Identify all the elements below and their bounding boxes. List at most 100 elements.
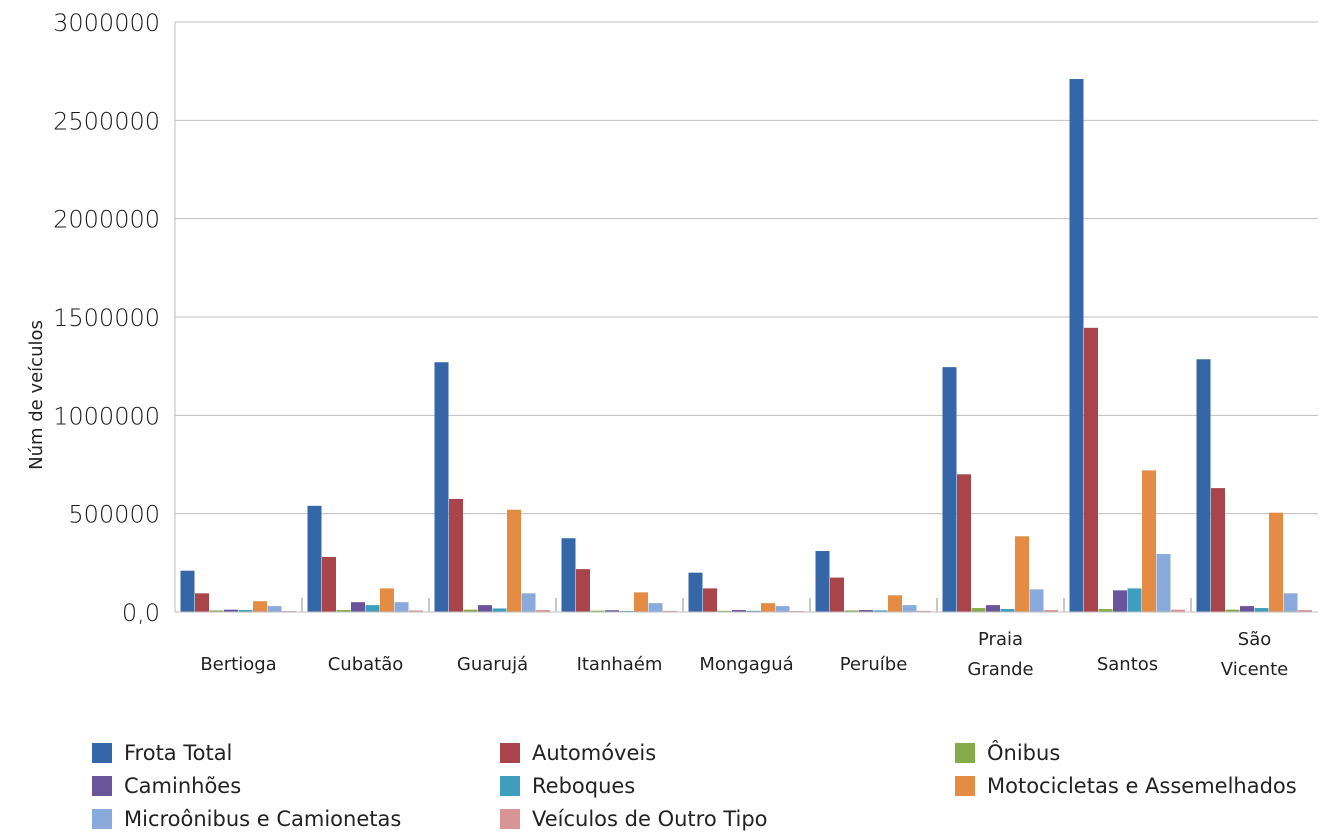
bar	[746, 610, 761, 612]
y-tick-label: 0,0	[122, 599, 160, 627]
bar	[815, 551, 830, 612]
bar	[1069, 79, 1084, 613]
legend-item: Reboques	[500, 771, 635, 801]
legend-label: Microônibus e Camionetas	[124, 807, 402, 831]
x-tick-label: Guarujá	[457, 654, 528, 675]
bar	[648, 603, 663, 612]
legend-label: Reboques	[532, 774, 636, 798]
y-tick-label: 500000	[68, 501, 160, 529]
y-tick-label: 2500000	[53, 107, 160, 135]
bar	[688, 572, 703, 612]
y-tick-label: 1500000	[53, 304, 160, 332]
legend-item: Microônibus e Camionetas	[92, 804, 401, 834]
bar	[1269, 512, 1283, 612]
bar	[434, 362, 449, 612]
legend-label: Motocicletas e Assemelhados	[987, 774, 1297, 798]
bar	[180, 570, 195, 612]
bar	[942, 367, 957, 612]
legend-swatch	[955, 776, 975, 796]
bar	[224, 609, 238, 612]
bar	[1240, 606, 1254, 612]
x-tick-label: Cubatão	[328, 654, 404, 675]
bar	[1113, 590, 1127, 612]
bar	[732, 610, 746, 612]
bar	[380, 588, 394, 612]
bar	[478, 605, 492, 612]
legend-swatch	[92, 776, 112, 796]
x-tick-label: Grande	[967, 659, 1033, 680]
legend-item: Veículos de Outro Tipo	[500, 804, 768, 834]
bar	[844, 610, 859, 612]
legend-swatch	[955, 743, 975, 763]
bar	[917, 610, 931, 612]
bar	[971, 608, 986, 612]
bar	[394, 602, 409, 612]
y-tick-label: 3000000	[53, 9, 160, 37]
bars	[180, 79, 1312, 613]
bar	[267, 606, 282, 612]
bar	[1084, 327, 1098, 612]
bar	[492, 608, 507, 612]
legend-item: Frota Total	[92, 738, 232, 768]
bar	[830, 577, 844, 612]
bar	[1254, 608, 1269, 612]
legend-label: Automóveis	[532, 741, 657, 765]
y-axis-label: Núm de veículos	[26, 320, 47, 470]
x-axis-categories: Bertioga Cubatão Guarujá Itanhaém Mongaguá Pe…	[200, 629, 1288, 680]
bar	[561, 538, 576, 612]
bar	[365, 605, 380, 612]
legend-item: Automóveis	[500, 738, 656, 768]
bar	[576, 569, 590, 612]
bar	[1171, 609, 1185, 612]
legend-label: Veículos de Outro Tipo	[532, 807, 768, 831]
bar	[703, 588, 717, 612]
bar	[761, 603, 775, 612]
bar	[209, 610, 224, 612]
bar	[1156, 553, 1171, 612]
x-tick-label: Bertioga	[200, 654, 276, 675]
legend-swatch	[92, 809, 112, 829]
bar	[717, 610, 732, 612]
bar	[253, 601, 267, 612]
x-tick-label: Praia	[978, 629, 1023, 650]
bar	[1015, 536, 1029, 612]
bar	[859, 610, 873, 612]
bar	[409, 610, 423, 612]
bar	[351, 602, 365, 612]
bar	[238, 610, 253, 612]
y-tick-label: 1000000	[53, 402, 160, 430]
bar	[1127, 588, 1142, 612]
y-axis-ticks: 0,0 500000 1000000 1500000 2000000 2500000 300…	[53, 9, 160, 627]
x-tick-label: Mongaguá	[699, 654, 793, 675]
bar	[634, 592, 648, 612]
bar	[521, 593, 536, 612]
legend-item: Ônibus	[955, 738, 1060, 768]
gridlines	[174, 21, 1318, 613]
bar	[463, 609, 478, 612]
x-axis	[175, 598, 1318, 613]
legend-swatch	[500, 743, 520, 763]
bar	[888, 595, 902, 612]
legend-item: Caminhões	[92, 771, 241, 801]
bar	[1098, 609, 1113, 612]
bar	[322, 556, 336, 612]
bar	[449, 498, 463, 612]
legend-swatch	[500, 809, 520, 829]
bar	[1225, 609, 1240, 612]
bar	[1211, 488, 1225, 612]
legend-label: Ônibus	[987, 741, 1061, 765]
bar	[1000, 609, 1015, 612]
bar	[1196, 359, 1211, 612]
bar	[536, 610, 550, 612]
x-tick-label: Santos	[1097, 654, 1158, 675]
bar	[873, 610, 888, 612]
x-tick-label: Itanhaém	[577, 654, 663, 675]
bar	[336, 610, 351, 612]
legend-label: Caminhões	[124, 774, 242, 798]
bar	[775, 606, 790, 612]
legend: Frota Total Automóveis Ônibus Caminhões Rebo…	[92, 738, 1320, 836]
bar	[307, 505, 322, 612]
bar	[663, 610, 677, 612]
bar	[902, 605, 917, 612]
bar	[1142, 470, 1156, 612]
